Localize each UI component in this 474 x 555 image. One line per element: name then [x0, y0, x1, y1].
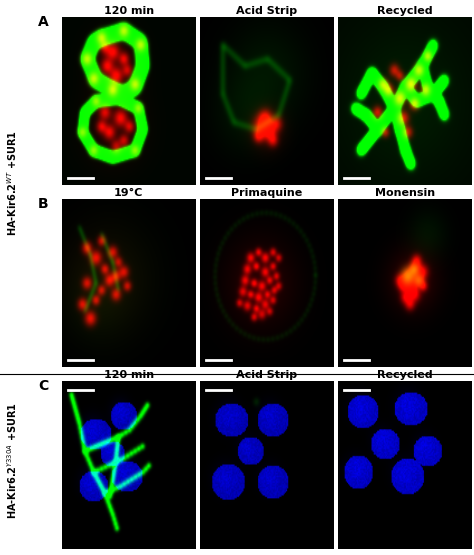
Title: 19°C: 19°C: [114, 188, 143, 198]
Text: B: B: [37, 197, 48, 211]
Title: Acid Strip: Acid Strip: [236, 370, 297, 380]
Title: 120 min: 120 min: [103, 370, 154, 380]
Text: HA-Kir6.2$^{WT}$ +SUR1: HA-Kir6.2$^{WT}$ +SUR1: [5, 130, 19, 236]
Title: Primaquine: Primaquine: [231, 188, 302, 198]
Text: HA-Kir6.2$^{Y330A}$ +SUR1: HA-Kir6.2$^{Y330A}$ +SUR1: [5, 402, 19, 519]
Title: Monensin: Monensin: [374, 188, 435, 198]
Text: C: C: [38, 379, 48, 393]
Title: Recycled: Recycled: [377, 6, 432, 16]
Text: A: A: [37, 15, 48, 29]
Title: Recycled: Recycled: [377, 370, 432, 380]
Title: Acid Strip: Acid Strip: [236, 6, 297, 16]
Title: 120 min: 120 min: [103, 6, 154, 16]
